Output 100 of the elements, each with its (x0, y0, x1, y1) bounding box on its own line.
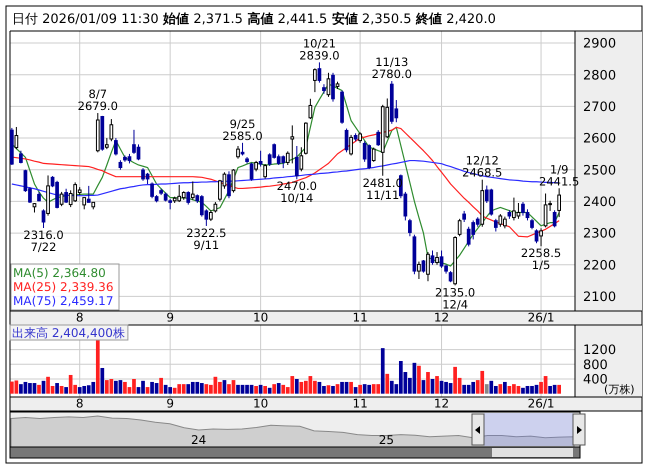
bar (263, 386, 267, 394)
candlestick (104, 138, 109, 150)
candlestick (552, 210, 556, 228)
x-tick-label: 11 (352, 396, 368, 411)
annotation: 2470.0 10/14 (276, 179, 317, 206)
bar (254, 386, 258, 394)
candlestick (114, 138, 118, 156)
candlestick (42, 208, 46, 229)
candlestick (263, 164, 267, 180)
text: MA(5) 2,364.80 (13, 266, 106, 280)
bar (557, 384, 561, 394)
annotation: 8/7 2679.0 (78, 87, 118, 114)
bar (272, 384, 276, 394)
x-tick-label: 11 (352, 310, 368, 325)
bar (276, 383, 281, 394)
candlestick (494, 218, 498, 232)
x-tick-label: 12 (434, 396, 450, 411)
bar (37, 384, 41, 394)
candlestick (37, 191, 41, 202)
candlestick (110, 118, 114, 142)
bar (466, 384, 471, 394)
candlestick (118, 160, 122, 170)
bar (281, 384, 286, 394)
candlestick (448, 270, 452, 283)
x-tick-label: 9 (166, 396, 174, 411)
candlestick (376, 130, 380, 146)
bar (430, 379, 434, 394)
candlestick (417, 261, 421, 280)
bar (200, 383, 204, 394)
candlestick (236, 145, 240, 160)
bar (362, 384, 367, 394)
candlestick (168, 198, 172, 210)
bar (489, 380, 494, 394)
bar (146, 387, 150, 394)
candlestick (14, 126, 18, 150)
candlestick (426, 252, 430, 282)
candlestick (326, 72, 330, 98)
candlestick (254, 160, 258, 172)
bar (426, 372, 430, 394)
candlestick (372, 147, 376, 162)
bar (104, 380, 109, 394)
y-tick-label: 2400 (583, 194, 616, 210)
candlestick (534, 228, 538, 244)
candlestick (290, 124, 294, 164)
bar (290, 376, 294, 394)
bar (55, 383, 59, 394)
bar (10, 382, 14, 394)
candlestick (539, 228, 543, 247)
candlestick (294, 145, 299, 180)
candlestick (227, 170, 231, 199)
chart-title: 日付 2026/01/09 11:30 始値 2,371.5 高値 2,441.5 安値 2,350.5 終値 2,420.0 (12, 12, 496, 27)
candlestick (435, 252, 439, 266)
bar (168, 387, 172, 394)
bar (177, 384, 182, 394)
candlestick (258, 150, 262, 168)
bar (190, 382, 195, 394)
bar (186, 384, 190, 394)
bar (96, 340, 100, 394)
x-tick-label: 9 (166, 310, 174, 325)
candlestick (313, 68, 317, 93)
bar (390, 380, 394, 394)
annotation: 2316.0 7/22 (23, 228, 64, 254)
bar (471, 382, 476, 394)
candlestick (530, 218, 534, 230)
candlestick (190, 180, 195, 200)
y-tick-label: 2500 (583, 163, 616, 178)
y-tick-label: 800 (583, 358, 608, 373)
candlestick (557, 188, 561, 218)
bar (380, 348, 385, 394)
bar (222, 380, 226, 394)
y-tick-label: 2800 (583, 68, 616, 84)
bar (60, 386, 64, 394)
candlestick (322, 84, 326, 94)
x-tick-label: 26/1 (528, 310, 555, 325)
y-tick-label: 2200 (583, 258, 616, 274)
annotation: 9/25 2585.0 (222, 116, 263, 143)
candlestick (73, 182, 78, 203)
x-tick-label: 10 (252, 396, 268, 411)
y-tick-label: 2700 (583, 100, 616, 115)
candlestick (232, 168, 236, 194)
candlestick (209, 210, 213, 222)
candlestick (344, 128, 348, 153)
bar (349, 382, 353, 394)
x-tick-label: 10 (252, 310, 268, 325)
candlestick (318, 62, 322, 84)
bar (331, 386, 335, 394)
candlestick (64, 188, 68, 204)
bar (159, 378, 163, 394)
x-tick-label: 8 (76, 396, 84, 411)
bar (498, 384, 502, 394)
candlestick (331, 72, 335, 102)
candlestick (281, 154, 286, 169)
bar (258, 384, 262, 394)
bar (82, 386, 86, 394)
x-tick-label: 8 (76, 310, 84, 325)
candlestick (200, 194, 204, 218)
candlestick (177, 184, 182, 203)
bar (484, 384, 489, 394)
bar (91, 382, 96, 394)
text: MA(75) 2,459.17 (13, 294, 114, 308)
